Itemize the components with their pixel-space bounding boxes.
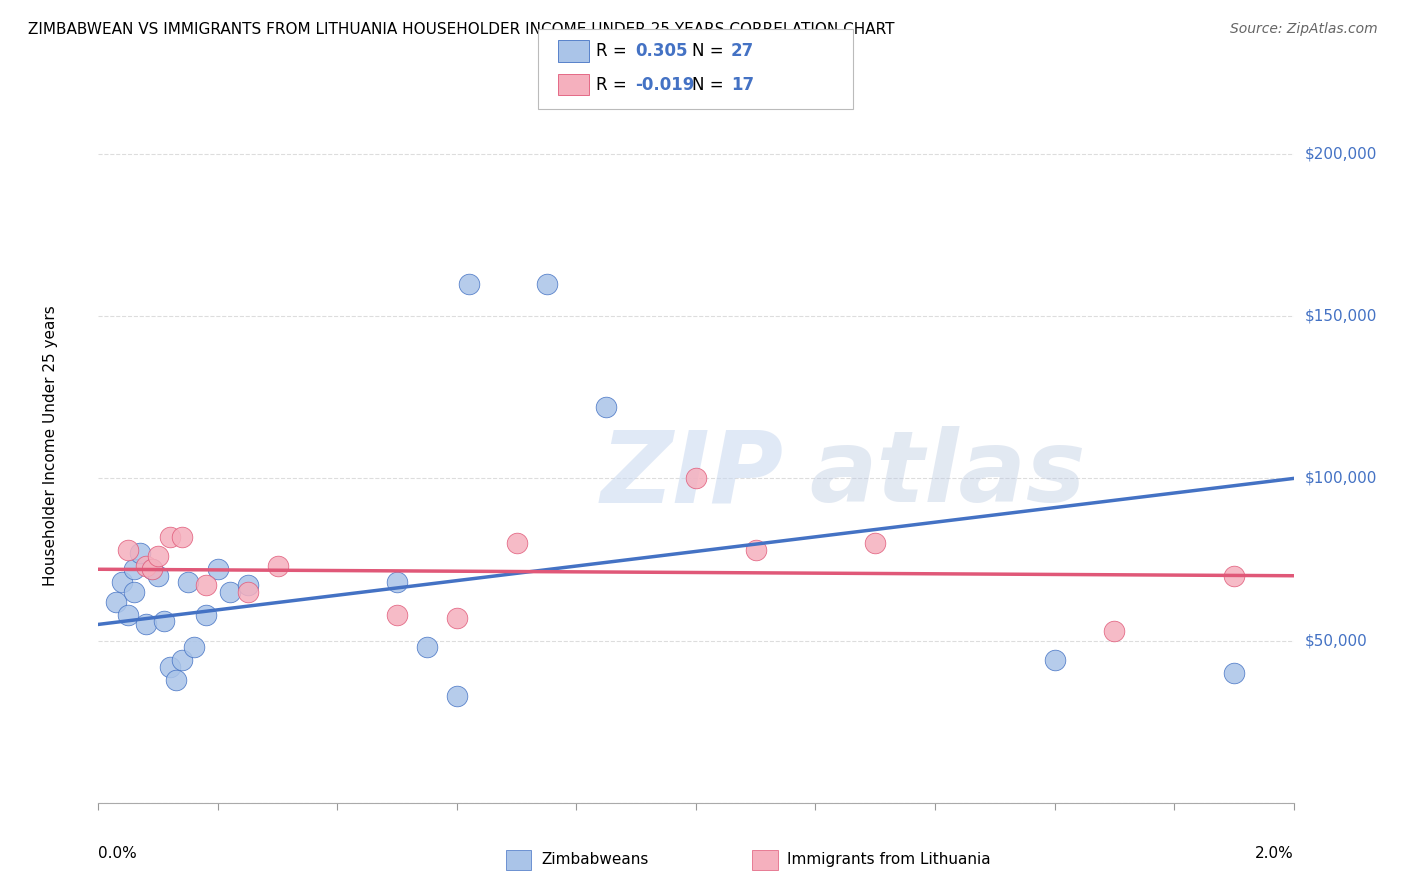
Point (267, 559, 290, 574)
Point (194, 578, 217, 592)
Text: R =: R = (596, 76, 633, 94)
Point (141, 562, 163, 576)
Point (416, 640, 439, 654)
Point (177, 575, 200, 590)
Text: 27: 27 (731, 42, 755, 60)
Text: $100,000: $100,000 (1305, 471, 1376, 486)
Text: 17: 17 (731, 76, 754, 94)
Point (385, 607, 409, 622)
Point (165, 673, 187, 687)
Point (172, 530, 194, 544)
Point (159, 659, 181, 673)
Point (863, 536, 886, 550)
Text: atlas: atlas (810, 426, 1085, 523)
Text: Zimbabweans: Zimbabweans (541, 853, 648, 867)
Point (506, 536, 529, 550)
Point (1222, 568, 1246, 582)
Point (135, 559, 157, 574)
Point (153, 614, 176, 628)
Text: Householder Income Under 25 years: Householder Income Under 25 years (44, 306, 58, 586)
Point (457, 277, 479, 291)
Point (536, 277, 558, 291)
Point (446, 611, 468, 625)
Text: 2.0%: 2.0% (1254, 846, 1294, 861)
Point (685, 471, 707, 485)
Point (148, 568, 170, 582)
Point (219, 585, 242, 599)
Point (385, 575, 409, 590)
Point (595, 400, 617, 414)
Text: -0.019: -0.019 (636, 76, 695, 94)
Text: ZIMBABWEAN VS IMMIGRANTS FROM LITHUANIA HOUSEHOLDER INCOME UNDER 25 YEARS CORREL: ZIMBABWEAN VS IMMIGRANTS FROM LITHUANIA … (28, 22, 894, 37)
Point (1043, 653, 1066, 667)
Text: N =: N = (692, 42, 728, 60)
Point (236, 578, 259, 592)
Text: Source: ZipAtlas.com: Source: ZipAtlas.com (1230, 22, 1378, 37)
Point (194, 607, 217, 622)
Text: $50,000: $50,000 (1305, 633, 1368, 648)
Point (446, 689, 468, 703)
Point (148, 549, 170, 564)
Point (129, 546, 152, 560)
Text: $150,000: $150,000 (1305, 309, 1376, 324)
Point (236, 585, 259, 599)
Point (124, 562, 146, 576)
Text: $200,000: $200,000 (1305, 146, 1376, 161)
Text: ZIP: ZIP (600, 426, 783, 523)
Point (183, 640, 205, 654)
Text: Immigrants from Lithuania: Immigrants from Lithuania (787, 853, 991, 867)
Point (207, 562, 229, 576)
Text: N =: N = (692, 76, 728, 94)
Point (159, 530, 181, 544)
Point (105, 595, 128, 609)
Point (117, 542, 139, 557)
Text: 0.0%: 0.0% (98, 846, 138, 861)
Point (124, 585, 146, 599)
Point (1102, 624, 1125, 638)
Point (111, 575, 134, 590)
Text: R =: R = (596, 42, 633, 60)
Point (135, 617, 157, 632)
Point (117, 607, 139, 622)
Text: 0.305: 0.305 (636, 42, 688, 60)
Point (745, 542, 768, 557)
Point (1222, 666, 1246, 681)
Point (172, 653, 194, 667)
Point (141, 562, 163, 576)
